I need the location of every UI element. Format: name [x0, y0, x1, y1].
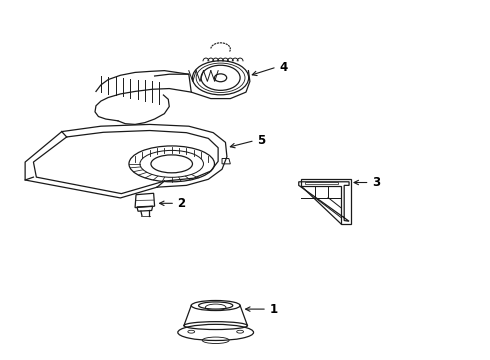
- Text: 1: 1: [270, 303, 277, 316]
- Text: 3: 3: [372, 176, 380, 189]
- Text: 5: 5: [257, 134, 266, 147]
- Text: 4: 4: [279, 60, 288, 73]
- Text: 2: 2: [177, 197, 186, 210]
